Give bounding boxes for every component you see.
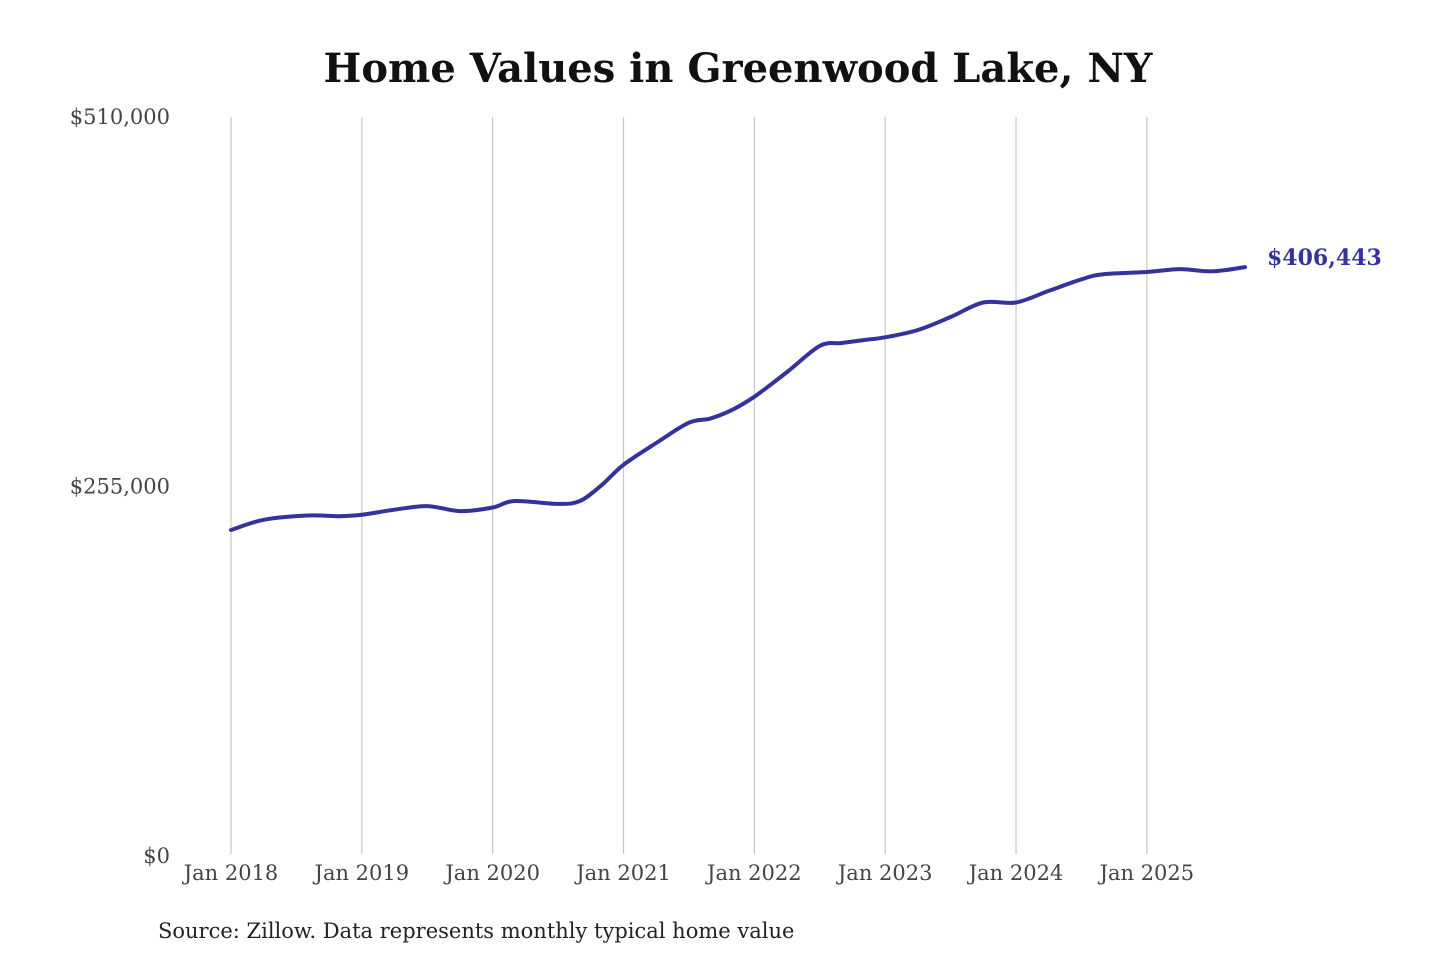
x-tick-label: Jan 2020 xyxy=(443,861,540,885)
x-tick-label: Jan 2024 xyxy=(967,861,1064,885)
y-tick-label: $0 xyxy=(143,844,170,868)
x-tick-label: Jan 2018 xyxy=(182,861,279,885)
source-note: Source: Zillow. Data represents monthly … xyxy=(158,919,794,943)
x-tick-label: Jan 2025 xyxy=(1098,861,1195,885)
y-tick-label: $510,000 xyxy=(70,105,170,129)
x-tick-label: Jan 2022 xyxy=(705,861,802,885)
gridlines xyxy=(230,117,1148,854)
x-axis-ticks: Jan 2018 Jan 2019 Jan 2020 Jan 2021 Jan 2022… xyxy=(182,861,1194,885)
series-layer: $406,443 xyxy=(229,245,1382,532)
chart-title: Home Values in Greenwood Lake, NY xyxy=(324,45,1153,92)
x-tick-label: Jan 2023 xyxy=(836,861,933,885)
end-value-label: $406,443 xyxy=(1267,245,1382,271)
y-axis-ticks: $0 $255,000 $510,000 xyxy=(70,105,170,868)
series-line xyxy=(229,265,1247,532)
y-tick-label: $255,000 xyxy=(70,475,170,499)
x-tick-label: Jan 2019 xyxy=(313,861,410,885)
x-tick-label: Jan 2021 xyxy=(574,861,671,885)
